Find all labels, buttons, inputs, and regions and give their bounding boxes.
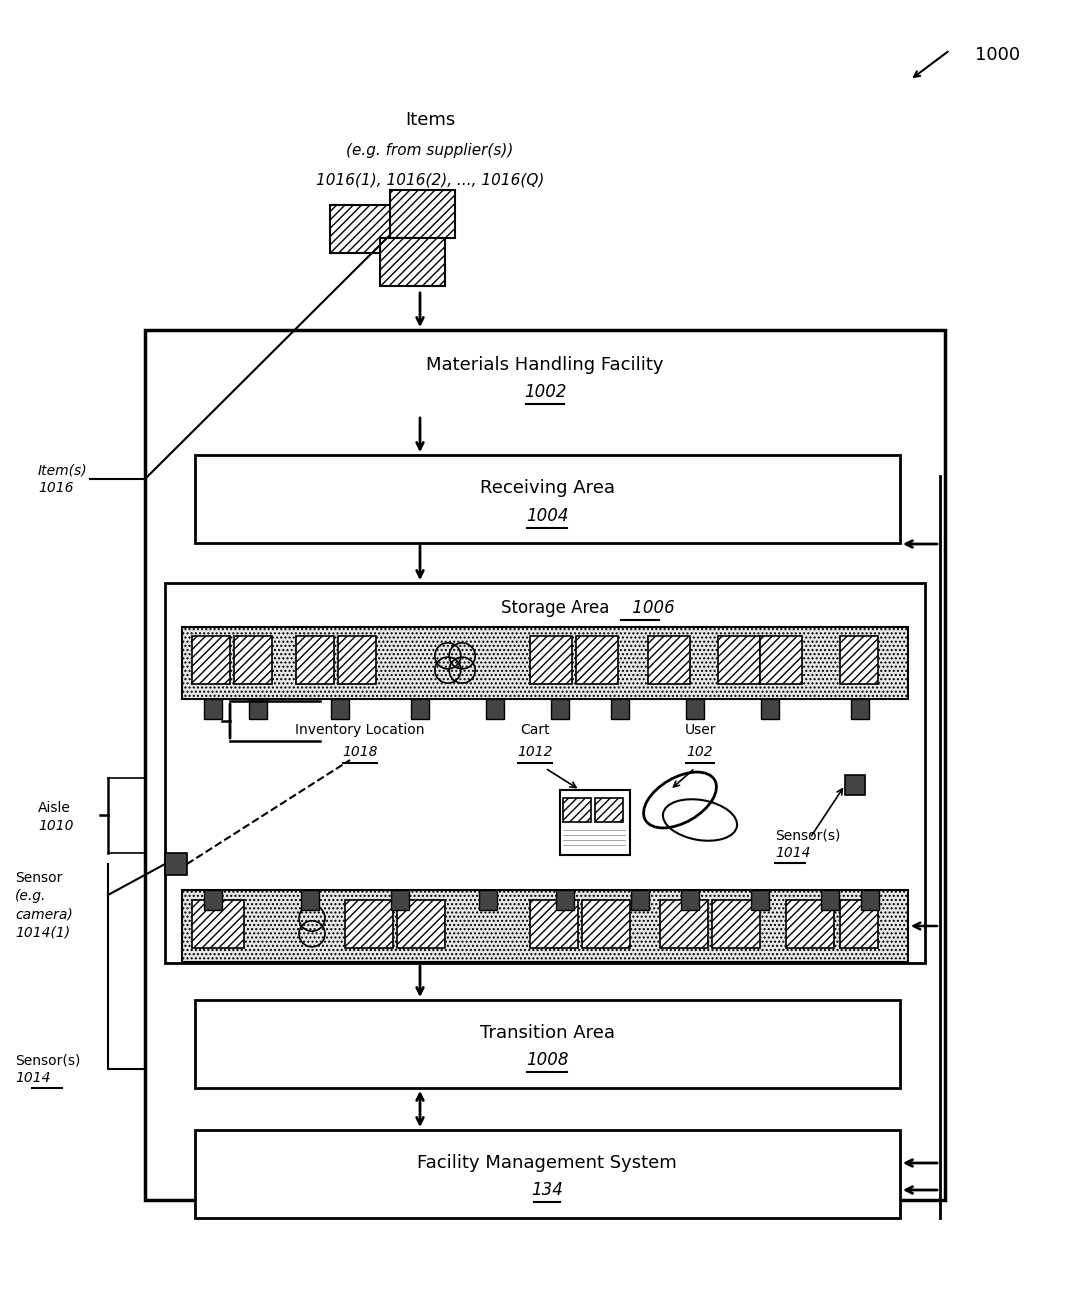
Bar xyxy=(840,637,878,685)
Bar xyxy=(411,699,429,720)
Text: Item(s): Item(s) xyxy=(38,462,87,477)
Bar xyxy=(195,1130,900,1218)
Text: 1014: 1014 xyxy=(775,846,810,860)
Text: Receiving Area: Receiving Area xyxy=(480,479,615,498)
Text: 1000: 1000 xyxy=(975,45,1021,64)
Bar xyxy=(249,699,267,720)
Bar xyxy=(712,900,760,948)
Bar xyxy=(551,699,569,720)
Text: 1016: 1016 xyxy=(38,481,73,495)
Text: 134: 134 xyxy=(531,1181,563,1199)
Bar xyxy=(530,637,572,685)
Bar xyxy=(576,637,618,685)
Text: 102: 102 xyxy=(687,746,713,759)
Text: 1012: 1012 xyxy=(517,746,553,759)
Bar xyxy=(845,776,865,795)
Bar xyxy=(301,890,319,911)
Bar xyxy=(192,900,244,948)
Bar xyxy=(561,790,630,855)
Bar xyxy=(330,699,349,720)
Bar xyxy=(611,699,629,720)
Text: 1014(1): 1014(1) xyxy=(15,925,70,939)
Bar xyxy=(563,798,591,822)
Bar xyxy=(145,330,945,1200)
Bar xyxy=(851,699,869,720)
Bar xyxy=(165,853,187,876)
Bar xyxy=(761,699,779,720)
Bar xyxy=(183,627,908,699)
Bar xyxy=(786,900,834,948)
Bar xyxy=(338,637,376,685)
Bar xyxy=(821,890,839,911)
Bar xyxy=(686,699,704,720)
Bar xyxy=(480,890,497,911)
Bar xyxy=(391,890,409,911)
Text: Items: Items xyxy=(405,110,455,129)
Text: 1008: 1008 xyxy=(526,1051,568,1069)
Bar xyxy=(582,900,630,948)
Text: Sensor(s): Sensor(s) xyxy=(775,827,840,842)
Bar xyxy=(760,637,802,685)
Bar xyxy=(840,900,878,948)
Bar xyxy=(397,900,445,948)
Bar xyxy=(861,890,879,911)
Text: Storage Area: Storage Area xyxy=(501,599,609,617)
Bar xyxy=(204,890,222,911)
Bar xyxy=(681,890,699,911)
Text: 1002: 1002 xyxy=(524,383,566,401)
Bar xyxy=(234,637,272,685)
Text: Materials Handling Facility: Materials Handling Facility xyxy=(427,356,664,374)
Text: 1004: 1004 xyxy=(526,507,568,525)
Bar xyxy=(195,455,900,543)
Bar xyxy=(530,900,578,948)
Text: Cart: Cart xyxy=(521,724,550,737)
Bar xyxy=(595,798,623,822)
Text: Inventory Location: Inventory Location xyxy=(295,724,424,737)
Bar xyxy=(330,205,395,253)
Bar xyxy=(165,583,924,963)
Bar xyxy=(556,890,573,911)
Bar xyxy=(380,238,445,286)
Text: camera): camera) xyxy=(15,907,72,921)
Text: Sensor: Sensor xyxy=(15,872,63,885)
Text: User: User xyxy=(685,724,716,737)
Bar xyxy=(718,637,760,685)
Bar xyxy=(648,637,690,685)
Text: 1010: 1010 xyxy=(38,818,73,833)
Bar xyxy=(345,900,393,948)
Text: (e.g.: (e.g. xyxy=(15,889,46,903)
Bar xyxy=(390,190,455,238)
Bar xyxy=(486,699,504,720)
Text: Facility Management System: Facility Management System xyxy=(417,1154,677,1172)
Text: 1014: 1014 xyxy=(15,1070,51,1085)
Bar xyxy=(751,890,769,911)
Bar xyxy=(195,1000,900,1089)
Bar xyxy=(183,890,908,963)
Text: (e.g. from supplier(s)): (e.g. from supplier(s)) xyxy=(347,143,514,157)
Bar xyxy=(296,637,334,685)
Bar xyxy=(631,890,649,911)
Text: Sensor(s): Sensor(s) xyxy=(15,1053,80,1066)
Bar xyxy=(192,637,230,685)
Text: 1018: 1018 xyxy=(342,746,378,759)
Text: Aisle: Aisle xyxy=(38,801,71,814)
Text: 1006: 1006 xyxy=(627,599,675,617)
Text: 1016(1), 1016(2), ..., 1016(Q): 1016(1), 1016(2), ..., 1016(Q) xyxy=(315,173,544,187)
Bar xyxy=(660,900,708,948)
Bar xyxy=(204,699,222,720)
Text: Transition Area: Transition Area xyxy=(480,1024,615,1042)
